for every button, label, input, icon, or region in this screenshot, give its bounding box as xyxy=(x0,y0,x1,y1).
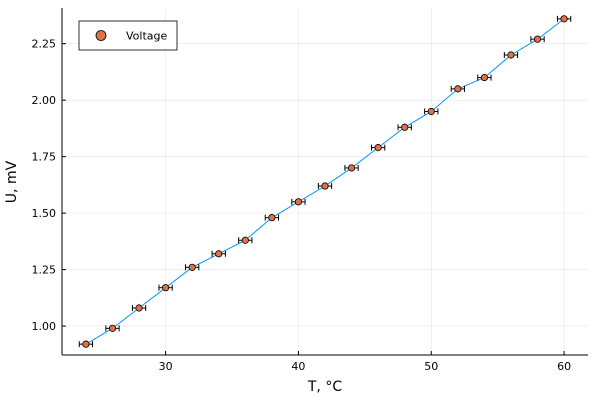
data-point xyxy=(241,236,249,244)
series-line xyxy=(85,18,565,345)
axes xyxy=(61,8,588,356)
data-point xyxy=(294,198,303,206)
y-axis-label: U, mV xyxy=(4,160,20,203)
x-tick-label: 60 xyxy=(557,360,571,373)
legend-label: Voltage xyxy=(126,30,167,43)
y-tick-label: 1.50 xyxy=(32,207,57,220)
data-point xyxy=(82,340,90,348)
data-point xyxy=(347,164,356,172)
data-point xyxy=(108,324,117,332)
x-ticks: 30 40 50 60 xyxy=(159,351,571,373)
legend: Voltage xyxy=(78,20,178,51)
y-tick-label: 1.75 xyxy=(32,151,57,164)
data-point xyxy=(480,73,488,82)
data-point xyxy=(454,85,462,93)
y-tick-label: 1.00 xyxy=(32,320,57,333)
legend-box xyxy=(78,20,178,51)
data-point xyxy=(374,144,382,152)
data-point xyxy=(268,214,276,222)
y-tick-label: 2.00 xyxy=(32,94,57,107)
x-tick-label: 50 xyxy=(424,360,438,373)
series-voltage xyxy=(78,15,572,348)
y-tick-label: 1.25 xyxy=(32,264,57,277)
y-ticks: 1.00 1.25 1.50 1.75 2.00 2.25 xyxy=(32,38,66,333)
data-point xyxy=(507,51,515,59)
data-point xyxy=(427,107,435,116)
y-tick-label: 2.25 xyxy=(32,38,57,51)
data-point xyxy=(215,250,223,258)
x-axis-label: T, °C xyxy=(307,379,342,395)
data-point xyxy=(135,304,143,312)
data-point xyxy=(162,284,170,292)
x-tick-label: 30 xyxy=(159,360,173,373)
data-point xyxy=(321,182,329,190)
legend-marker xyxy=(95,30,107,41)
data-point xyxy=(401,123,409,131)
data-point xyxy=(188,263,196,271)
data-point xyxy=(560,15,568,23)
grid xyxy=(62,8,588,355)
x-tick-label: 40 xyxy=(291,360,305,373)
data-point xyxy=(533,35,542,43)
